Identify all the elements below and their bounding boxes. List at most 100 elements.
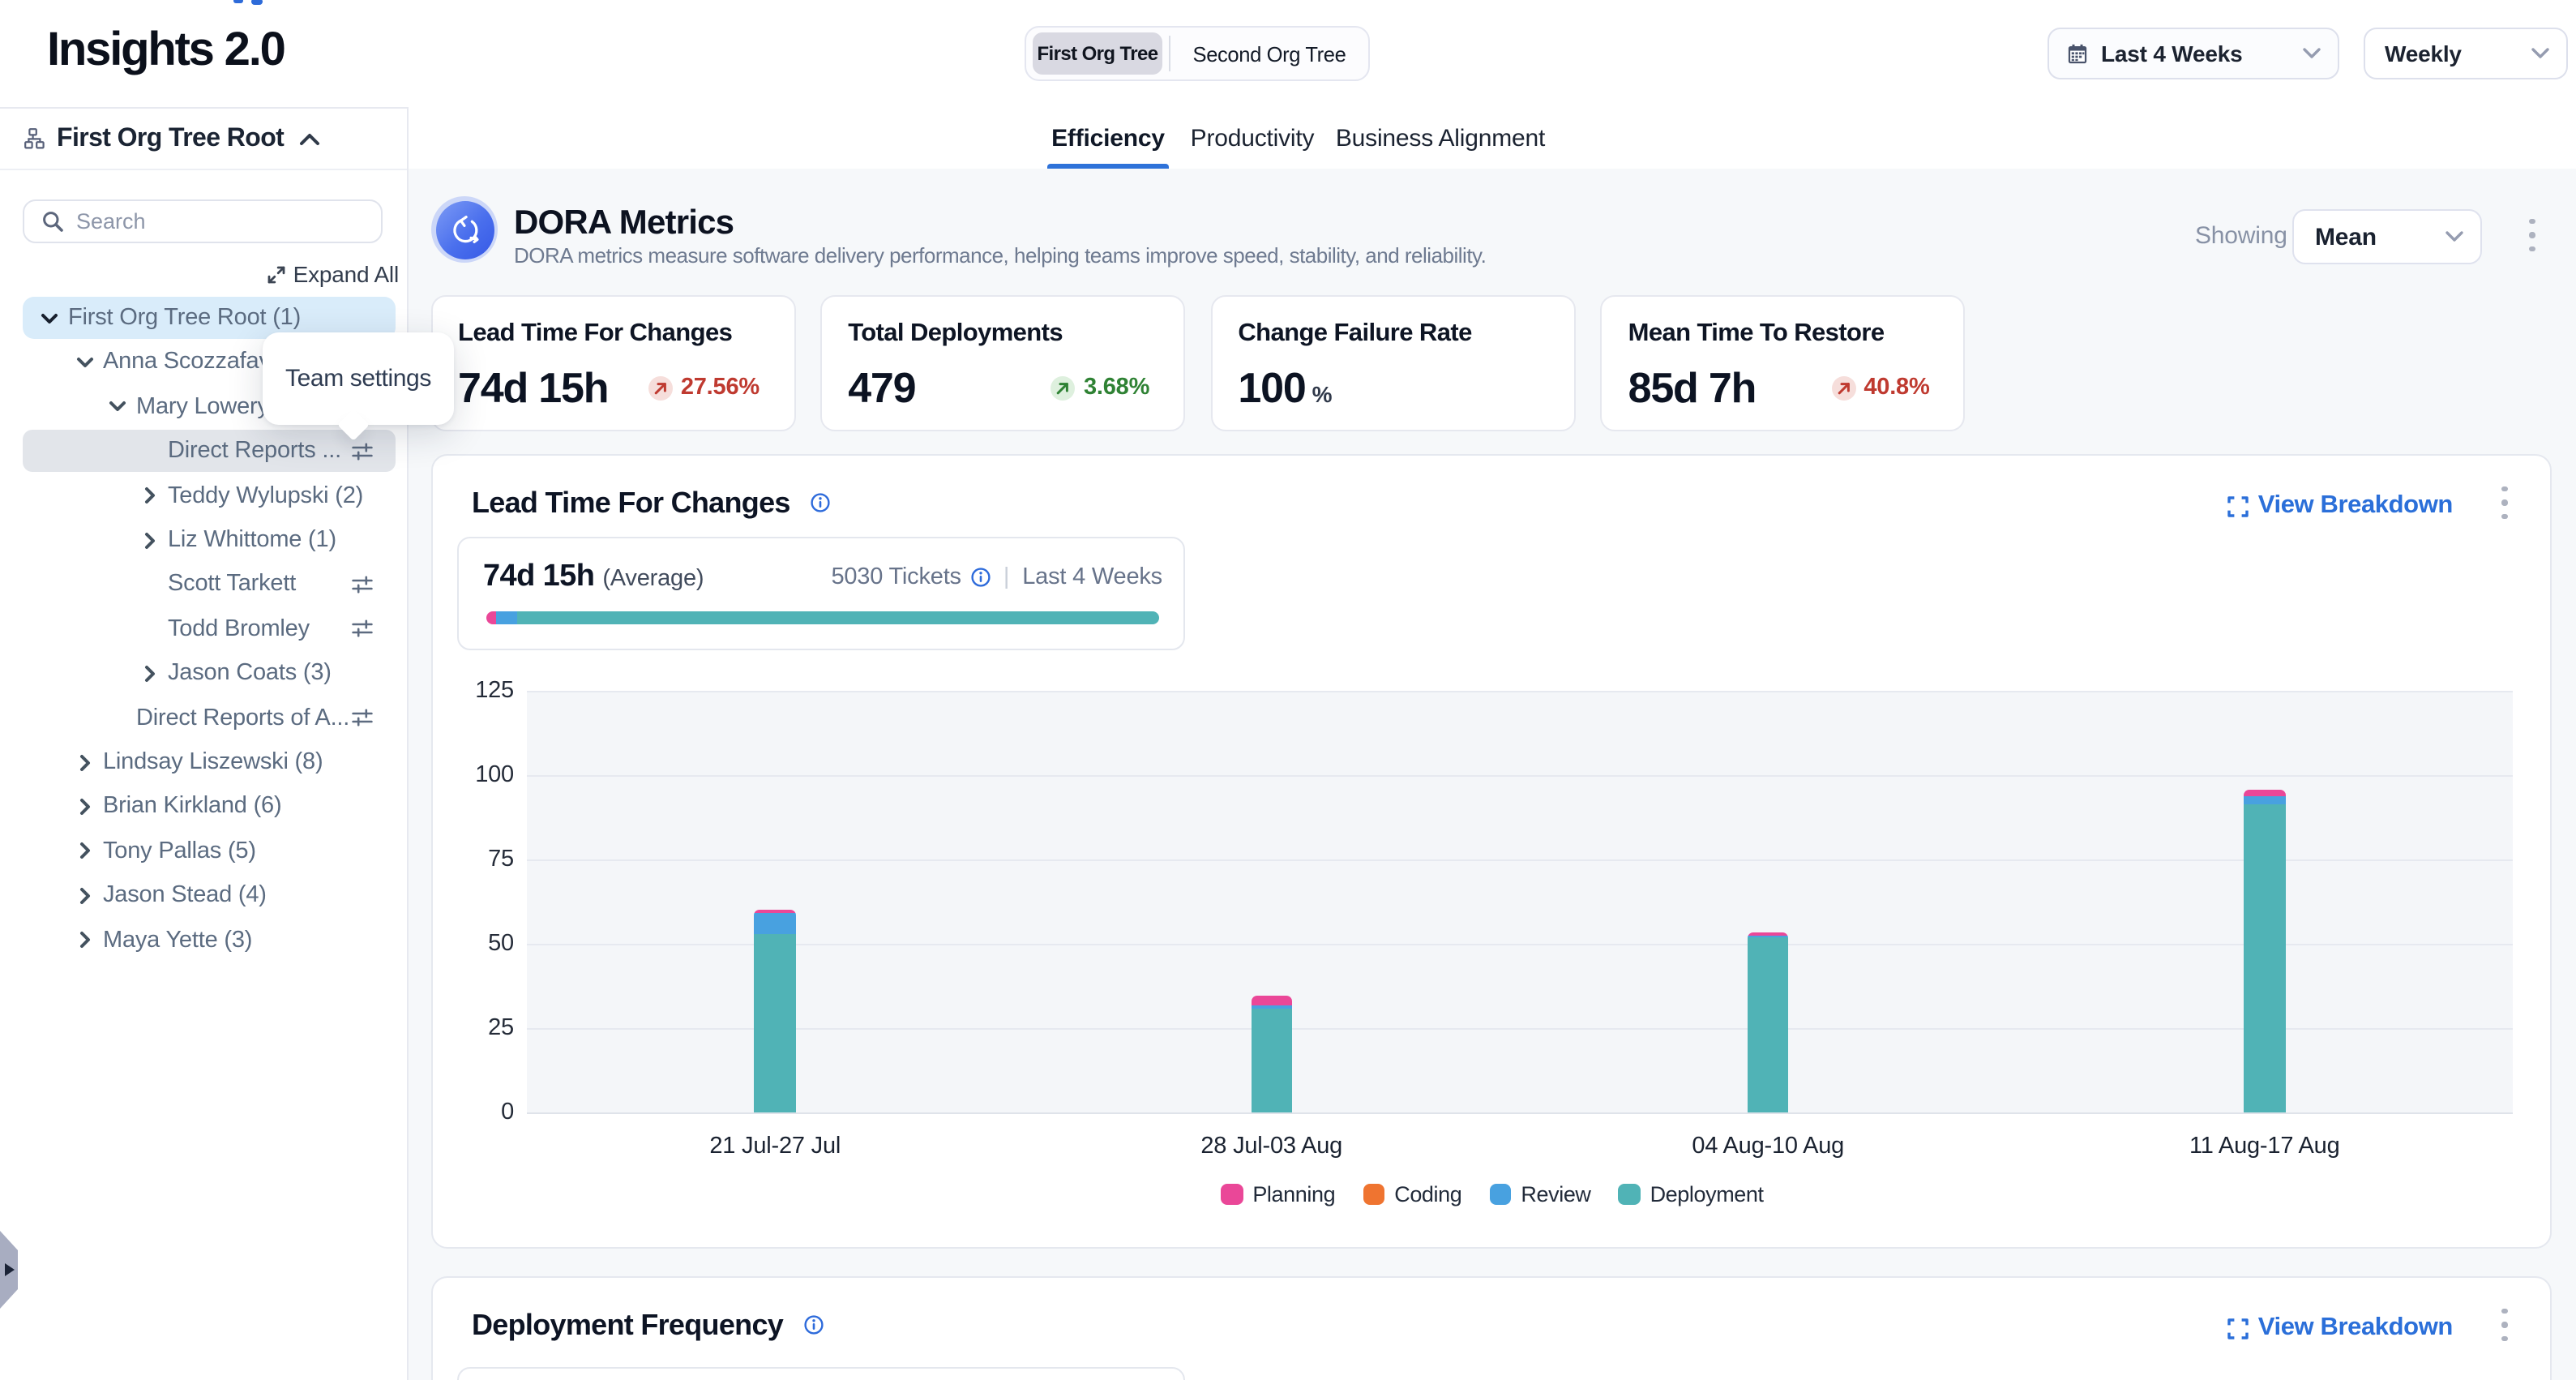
tree-item[interactable]: Direct Reports ...: [23, 430, 396, 473]
tree-item[interactable]: Maya Yette (3): [23, 919, 396, 961]
team-settings-sliders-icon[interactable]: [352, 619, 373, 640]
tree-item[interactable]: Jason Stead (4): [23, 874, 396, 916]
info-icon[interactable]: [971, 568, 991, 587]
clipped-link-artifact: [251, 0, 263, 4]
bar-segment-planning: [754, 910, 796, 914]
ltfc-card-title: Lead Time For Changes: [472, 486, 830, 521]
tree-item-label: Jason Stead (4): [103, 882, 267, 909]
metric-card-value: 100%: [1238, 363, 1333, 412]
tab-productivity[interactable]: Productivity: [1190, 124, 1315, 152]
expand-icon: [267, 265, 285, 283]
bar-segment-planning: [1251, 995, 1293, 1006]
legend-item-deployment[interactable]: Deployment: [1618, 1182, 1764, 1206]
y-axis-tick-label: 50: [488, 931, 514, 957]
tree-item[interactable]: Anna Scozzafava: [23, 341, 396, 384]
bar-segment-deployment: [1747, 936, 1789, 1112]
df-view-breakdown-button[interactable]: View Breakdown: [2227, 1314, 2453, 1343]
chevron-right-icon: [79, 842, 89, 859]
dora-metrics-icon: [431, 196, 498, 263]
expand-all-button[interactable]: Expand All: [267, 261, 399, 287]
toggle-second-org-tree[interactable]: Second Org Tree: [1192, 41, 1346, 66]
tree-item[interactable]: Mary Lowery (: [23, 386, 396, 428]
bar-segment-planning: [1747, 932, 1789, 936]
tree-item[interactable]: Tony Pallas (5): [23, 830, 396, 872]
chevron-right-icon: [144, 532, 154, 548]
trend-up-arrow-icon: [654, 382, 666, 394]
stacked-bar: [2244, 789, 2286, 1112]
chevron-down-icon: [2303, 48, 2321, 58]
page-title: Insights 2.0: [47, 24, 286, 76]
x-axis-category-label: 21 Jul-27 Jul: [709, 1134, 841, 1159]
info-icon[interactable]: [803, 1315, 824, 1335]
team-settings-sliders-icon[interactable]: [352, 707, 373, 728]
tree-item-label: Mary Lowery (: [136, 393, 284, 420]
team-settings-sliders-icon[interactable]: [352, 574, 373, 595]
metric-card: Change Failure Rate 100%: [1210, 295, 1576, 431]
tree-item[interactable]: Lindsay Liszewski (8): [23, 741, 396, 783]
org-tree-icon: [24, 128, 45, 149]
df-card-menu-kebab[interactable]: [2490, 1304, 2519, 1346]
delta-badge: 3.68%: [1051, 375, 1149, 401]
showing-label: Showing: [2195, 222, 2287, 250]
delta-badge: 40.8%: [1831, 375, 1930, 401]
chevron-right-icon: [79, 887, 89, 904]
showing-mean-select[interactable]: Mean: [2292, 209, 2482, 264]
bar-segment-review: [1251, 1005, 1293, 1008]
fullscreen-icon: [2227, 495, 2249, 516]
tree-item-label: Liz Whittome (1): [168, 527, 336, 553]
fullscreen-icon: [2227, 1318, 2249, 1339]
tab-business-alignment[interactable]: Business Alignment: [1335, 124, 1546, 152]
chevron-right-icon: [79, 932, 89, 949]
ltfc-summary-meta: 5030 Tickets | Last 4 Weeks: [831, 564, 1162, 590]
tree-item[interactable]: Jason Coats (3): [23, 652, 396, 694]
tooltip-text: Team settings: [285, 365, 431, 392]
sidebar-collapse-chevron-up-icon[interactable]: [298, 130, 321, 149]
search-input[interactable]: [76, 209, 352, 234]
granularity-select[interactable]: Weekly: [2364, 28, 2568, 79]
tree-item-label: Teddy Wylupski (2): [168, 482, 364, 509]
tree-item[interactable]: Direct Reports of A...: [23, 696, 396, 739]
chart-legend: Planning Coding Review Deployment: [472, 1182, 2513, 1206]
info-icon[interactable]: [811, 493, 830, 513]
chevron-down-icon: [109, 401, 126, 412]
chevron-down-icon: [41, 313, 58, 323]
legend-label: Review: [1521, 1182, 1591, 1206]
y-axis-tick-label: 125: [475, 678, 514, 704]
tree-item[interactable]: Todd Bromley: [23, 608, 396, 650]
metric-card-value: 85d 7h: [1628, 363, 1757, 412]
legend-item-planning[interactable]: Planning: [1221, 1182, 1336, 1206]
legend-item-coding[interactable]: Coding: [1363, 1182, 1462, 1206]
tree-item[interactable]: Teddy Wylupski (2): [23, 474, 396, 516]
tree-item[interactable]: Brian Kirkland (6): [23, 786, 396, 828]
dora-section-menu-kebab[interactable]: [2518, 214, 2547, 256]
team-settings-sliders-icon[interactable]: [352, 440, 373, 461]
toggle-first-org-tree[interactable]: First Org Tree: [1033, 32, 1162, 75]
legend-swatch: [1221, 1183, 1243, 1206]
tree-item[interactable]: Scott Tarkett: [23, 564, 396, 606]
drawer-expand-handle[interactable]: [0, 1231, 18, 1309]
chevron-right-icon: [144, 487, 154, 504]
chevron-down-icon: [76, 357, 92, 367]
stacked-bar: [1251, 995, 1293, 1112]
date-range-select[interactable]: Last 4 Weeks: [2048, 28, 2339, 79]
gridline: [527, 1028, 2513, 1030]
gridline: [527, 944, 2513, 945]
tab-efficiency[interactable]: Efficiency: [1051, 124, 1165, 152]
tree-item[interactable]: First Org Tree Root (1): [23, 297, 396, 339]
gridline: [527, 859, 2513, 861]
tree-item[interactable]: Liz Whittome (1): [23, 519, 396, 561]
bar-segment-deployment: [754, 933, 796, 1112]
gridline: [527, 1112, 2513, 1114]
x-axis-category-label: 28 Jul-03 Aug: [1200, 1134, 1343, 1159]
ltfc-card-menu-kebab[interactable]: [2490, 482, 2519, 524]
ltfc-average-value: 74d 15h (Average): [483, 559, 704, 594]
ltfc-view-breakdown-button[interactable]: View Breakdown: [2227, 491, 2453, 521]
chevron-right-icon: [79, 754, 89, 770]
bar-segment-review: [1747, 935, 1789, 937]
bar-segment-deployment: [2244, 804, 2286, 1112]
bar-segment-planning: [2244, 789, 2286, 797]
sidebar-title: First Org Tree Root: [57, 124, 285, 152]
legend-item-review[interactable]: Review: [1489, 1182, 1591, 1206]
tree-item-label: Direct Reports ...: [168, 438, 341, 465]
